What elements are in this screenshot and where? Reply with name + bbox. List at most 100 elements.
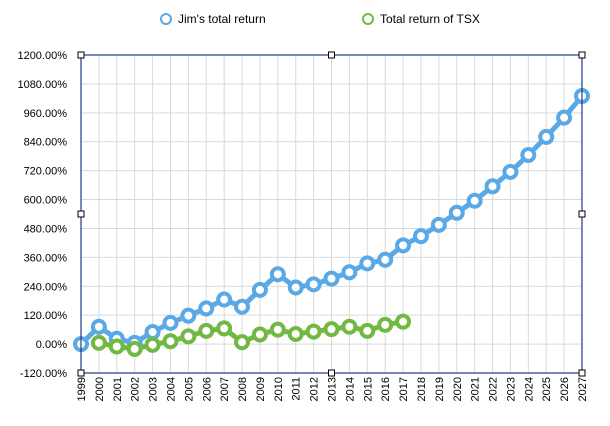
x-tick-label: 2011 <box>291 377 303 401</box>
data-point-0 <box>538 128 555 145</box>
legend-label-jim: Jim's total return <box>178 12 266 26</box>
x-tick-label: 2018 <box>416 377 428 401</box>
y-tick-label: 0.00% <box>36 339 67 351</box>
data-point-0 <box>430 216 447 233</box>
x-tick-label: 2021 <box>470 377 482 401</box>
x-tick-label: 2013 <box>327 377 339 401</box>
resize-handle <box>328 51 335 59</box>
resize-handle <box>328 369 335 377</box>
data-point-0 <box>377 251 394 268</box>
x-tick-label: 2026 <box>559 377 571 401</box>
y-tick-label: 840.00% <box>24 137 68 149</box>
resize-handle <box>578 51 586 59</box>
legend-label-tsx: Total return of TSX <box>380 12 480 26</box>
resize-handle <box>578 210 586 218</box>
data-point-0 <box>520 146 537 163</box>
data-point-0 <box>484 178 501 195</box>
data-point-1 <box>144 336 161 353</box>
data-point-0 <box>162 314 179 331</box>
data-point-0 <box>216 291 233 308</box>
x-tick-label: 2015 <box>362 377 374 401</box>
data-point-0 <box>269 266 286 283</box>
data-point-0 <box>341 264 358 281</box>
x-tick-label: 2027 <box>577 377 589 401</box>
x-tick-label: 2007 <box>219 377 231 401</box>
data-point-1 <box>198 322 215 339</box>
data-point-0 <box>144 324 161 341</box>
x-tick-label: 2006 <box>201 377 213 401</box>
data-point-1 <box>323 321 340 338</box>
y-tick-label: 480.00% <box>24 223 68 235</box>
y-tick-label: 600.00% <box>24 195 68 207</box>
x-tick-label: 2005 <box>183 377 195 401</box>
resize-handle <box>578 369 586 377</box>
data-point-1 <box>359 322 376 339</box>
data-point-0 <box>287 279 304 296</box>
x-tick-label: 2025 <box>541 377 553 401</box>
x-tick-label: 1999 <box>76 377 88 401</box>
data-point-1 <box>126 340 143 357</box>
x-tick-label: 2003 <box>148 377 160 401</box>
x-tick-label: 2022 <box>488 377 500 401</box>
data-point-1 <box>90 334 107 351</box>
data-point-0 <box>198 300 215 317</box>
x-tick-label: 2012 <box>309 377 321 401</box>
x-tick-label: 2017 <box>398 377 410 401</box>
data-point-1 <box>180 328 197 345</box>
data-point-1 <box>305 323 322 340</box>
data-point-0 <box>448 204 465 221</box>
x-tick-label: 2019 <box>434 377 446 401</box>
x-tick-label: 2016 <box>380 377 392 401</box>
data-point-0 <box>359 255 376 272</box>
data-point-0 <box>305 276 322 293</box>
data-point-0 <box>502 163 519 180</box>
x-tick-label: 2009 <box>255 377 267 401</box>
data-point-0 <box>395 237 412 254</box>
data-point-0 <box>466 192 483 209</box>
legend: Jim's total return Total return of TSX <box>0 12 610 30</box>
x-tick-label: 2024 <box>523 377 535 401</box>
data-point-1 <box>108 338 125 355</box>
data-point-0 <box>251 281 268 298</box>
data-point-0 <box>323 270 340 287</box>
x-tick-label: 2000 <box>94 377 106 401</box>
data-point-0 <box>90 318 107 335</box>
data-point-1 <box>395 313 412 330</box>
x-tick-label: 2020 <box>452 377 464 401</box>
data-point-0 <box>556 109 573 126</box>
data-point-1 <box>269 321 286 338</box>
y-tick-label: 240.00% <box>24 281 68 293</box>
x-tick-label: 2008 <box>237 377 249 401</box>
x-tick-label: 2010 <box>273 377 285 401</box>
legend-item-tsx: Total return of TSX <box>362 12 480 26</box>
x-tick-label: 2001 <box>112 377 124 401</box>
data-point-1 <box>251 326 268 343</box>
x-tick-label: 2002 <box>130 377 142 401</box>
data-point-1 <box>341 318 358 335</box>
data-point-0 <box>412 228 429 245</box>
data-point-0 <box>234 298 251 315</box>
resize-handle <box>77 51 85 59</box>
legend-marker-icon <box>362 13 374 25</box>
data-point-0 <box>180 307 197 324</box>
y-tick-label: -120.00% <box>20 368 67 380</box>
resize-handle <box>77 210 85 218</box>
y-tick-label: 360.00% <box>24 252 68 264</box>
x-tick-label: 2023 <box>505 377 517 401</box>
y-tick-label: 720.00% <box>24 166 68 178</box>
data-point-1 <box>287 325 304 342</box>
data-point-1 <box>162 333 179 350</box>
y-tick-label: 1200.00% <box>17 50 67 62</box>
y-tick-label: 960.00% <box>24 108 68 120</box>
y-tick-label: 120.00% <box>24 310 68 322</box>
data-point-1 <box>377 316 394 333</box>
y-tick-label: 1080.00% <box>17 79 67 91</box>
legend-item-jim: Jim's total return <box>160 12 266 26</box>
legend-marker-icon <box>160 13 172 25</box>
x-tick-label: 2014 <box>344 377 356 401</box>
data-point-1 <box>234 334 251 351</box>
data-point-1 <box>216 320 233 337</box>
resize-handle <box>77 369 85 377</box>
x-tick-label: 2004 <box>165 377 177 401</box>
